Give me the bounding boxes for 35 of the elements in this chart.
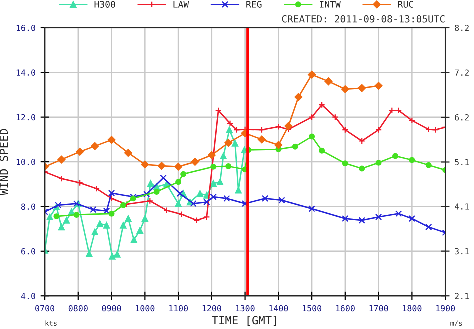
legend-label: LAW (174, 1, 190, 8)
y2-tick-label: 6.2 (455, 114, 469, 121)
x-tick-label: 0900 (102, 305, 122, 312)
y-tick-label: 6.0 (21, 248, 36, 255)
y2-tick-label: 4.1 (455, 204, 470, 210)
legend-label: H300 (94, 1, 116, 8)
x-tick-label: 1900 (436, 305, 456, 312)
x-tick-label: 0800 (68, 305, 88, 312)
y2-tick-label: 5.1 (455, 159, 470, 166)
x-tick-label: 1200 (202, 305, 222, 312)
y2-tick-label: 3.1 (455, 248, 470, 255)
legend-label: REG (246, 1, 262, 8)
x-tick-label: 1100 (170, 305, 188, 312)
legend-label: RUC (398, 1, 414, 8)
y-tick-label: 10.0 (16, 159, 36, 166)
legend-label: INTW (320, 1, 341, 8)
x-tick-label: 1300 (236, 305, 255, 312)
y-tick-label: 4.0 (21, 293, 36, 300)
y2-tick-label: 2.1 (455, 293, 470, 300)
x-tick-label: 1700 (370, 305, 388, 312)
x-tick-label: 1800 (403, 305, 422, 312)
y2-tick-label: 8.2 (455, 24, 469, 32)
y-tick-label: 16.0 (16, 24, 36, 32)
x-tick-label: 1000 (136, 305, 155, 312)
y-tick-label: 8.0 (21, 204, 36, 210)
x-tick-label: 1500 (303, 305, 322, 312)
y-tick-label: 14.0 (16, 70, 36, 76)
y-axis-title: WIND SPEED (0, 129, 8, 196)
x-tick-label: 0700 (36, 305, 55, 312)
y2-tick-label: 7.2 (455, 70, 469, 76)
x-tick-label: 1600 (336, 305, 355, 312)
text: CREATED: 2011-09-08-13:05UTC (282, 15, 445, 23)
x-tick-label: 1400 (270, 305, 288, 312)
x-axis-title: TIME [GMT] (212, 316, 276, 326)
y-tick-label: 12.0 (16, 114, 36, 121)
